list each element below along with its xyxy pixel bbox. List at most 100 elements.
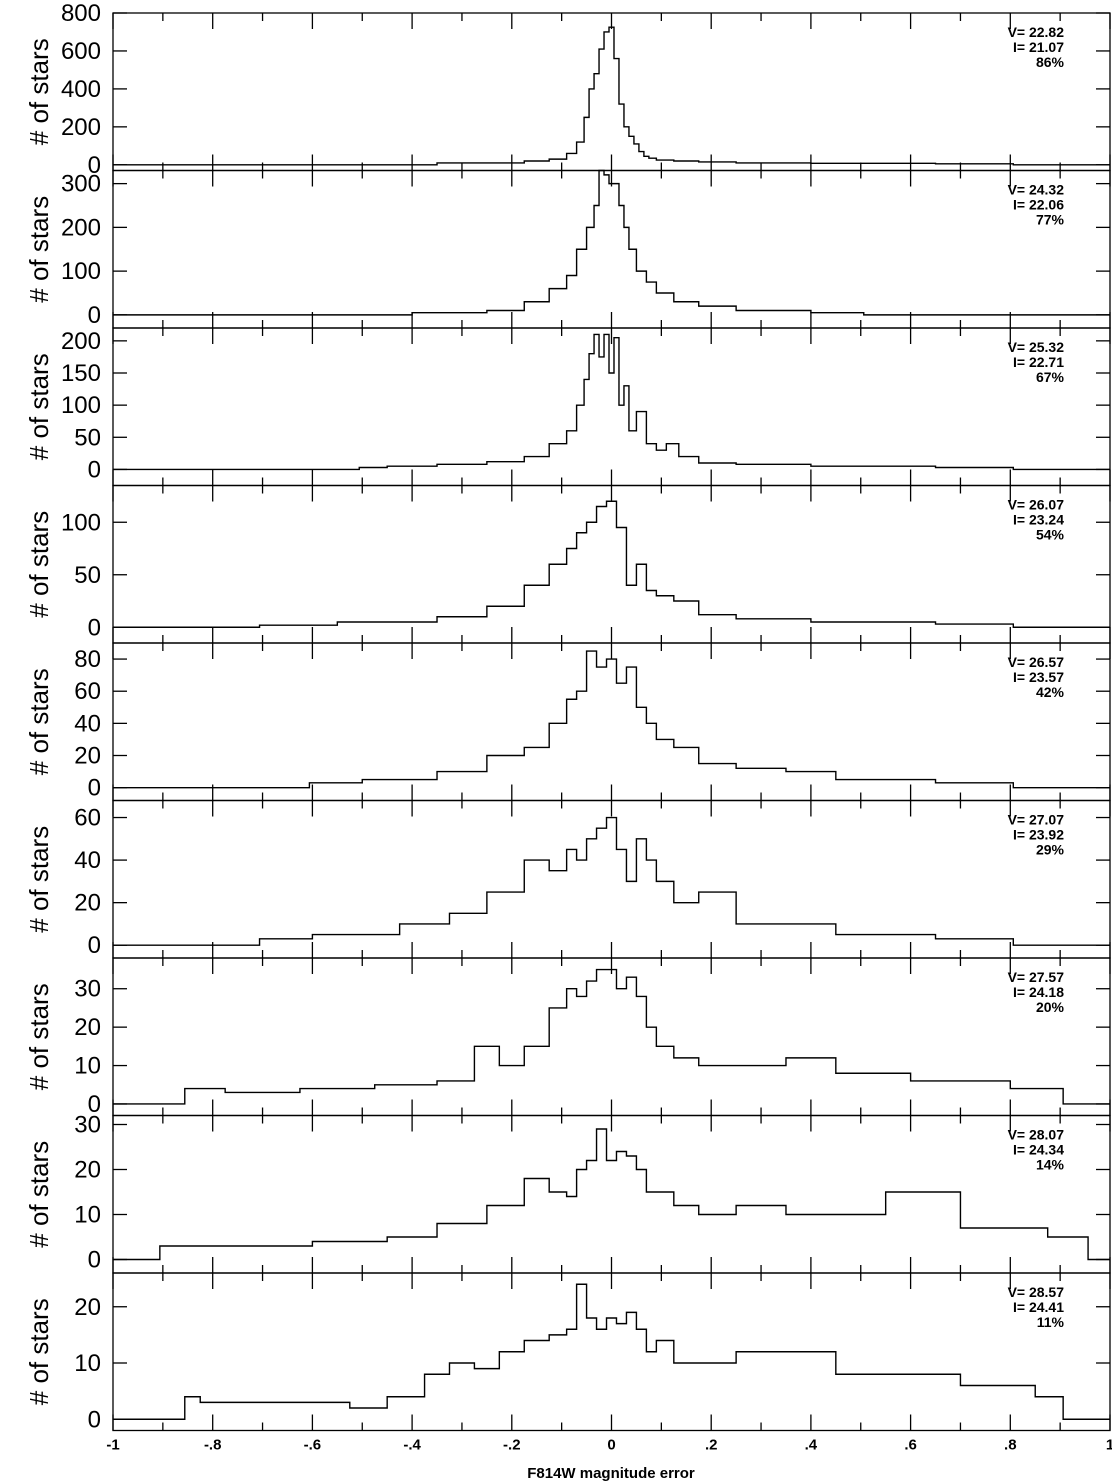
panel-annotation: V= 26.57 <box>1008 654 1065 670</box>
panel-annotation: 54% <box>1036 527 1065 543</box>
y-tick-label: 60 <box>74 678 101 705</box>
y-tick-label: 50 <box>74 562 101 589</box>
x-tick-label: -.4 <box>403 1437 421 1454</box>
y-tick-label: 300 <box>61 171 101 198</box>
panel-annotation: I= 23.92 <box>1013 827 1064 843</box>
histogram-panel: 0 200 400 600 800 # of stars V= 22.82I= 21.078… <box>24 0 1111 179</box>
y-tick-label: 0 <box>88 614 101 641</box>
y-tick-label: 150 <box>61 360 101 387</box>
y-tick-label: 200 <box>61 114 101 141</box>
y-tick-label: 20 <box>74 743 101 770</box>
y-tick-label: 60 <box>74 805 101 832</box>
histogram-series <box>113 650 1110 789</box>
panel-annotation: 14% <box>1036 1157 1065 1173</box>
histogram-series <box>113 169 1110 316</box>
y-tick-label: 800 <box>61 0 101 27</box>
panel-annotation: I= 22.06 <box>1013 197 1064 213</box>
panel-frame <box>112 642 1111 802</box>
panel-annotation: 67% <box>1036 369 1065 385</box>
histogram-panel: 0 50 100 150 200 # of stars V= 25.32I= 22.7167… <box>24 327 1111 487</box>
y-tick-label: 0 <box>88 456 101 483</box>
x-tick-label: .8 <box>1004 1437 1017 1454</box>
y-axis-title: # of stars <box>24 353 54 460</box>
y-tick-label: 80 <box>74 646 101 673</box>
x-tick-label: -1 <box>106 1437 119 1454</box>
y-tick-label: 50 <box>74 424 101 451</box>
y-tick-label: 0 <box>88 775 101 802</box>
panel-annotation: I= 24.18 <box>1013 984 1064 1000</box>
y-axis-title: # of stars <box>24 983 54 1090</box>
x-tick-label: 0 <box>607 1437 615 1454</box>
panel-annotation: V= 28.07 <box>1008 1127 1065 1143</box>
panel-annotation: 86% <box>1036 54 1065 70</box>
histogram-series <box>113 500 1110 628</box>
y-tick-label: 30 <box>74 976 101 1003</box>
panel-frame <box>112 1272 1111 1432</box>
panel-annotation: V= 26.07 <box>1008 497 1065 513</box>
y-tick-label: 20 <box>74 890 101 917</box>
y-tick-label: 20 <box>74 1294 101 1321</box>
y-tick-label: 100 <box>61 509 101 536</box>
panel-annotation: V= 25.32 <box>1008 339 1065 355</box>
x-tick-label: -.2 <box>503 1437 521 1454</box>
y-tick-label: 200 <box>61 214 101 241</box>
y-tick-label: 400 <box>61 76 101 103</box>
y-tick-label: 10 <box>74 1053 101 1080</box>
y-tick-label: 0 <box>88 1406 101 1433</box>
y-axis-title: # of stars <box>24 511 54 618</box>
histogram-series <box>113 968 1110 1105</box>
panel-frame <box>112 169 1111 329</box>
panel-frame <box>112 327 1111 487</box>
panel-annotation: V= 27.57 <box>1008 969 1065 985</box>
y-tick-label: 100 <box>61 258 101 285</box>
panel-annotation: 29% <box>1036 842 1065 858</box>
panel-annotation: I= 23.57 <box>1013 669 1064 685</box>
x-tick-label: 1 <box>1106 1437 1112 1454</box>
y-tick-label: 40 <box>74 710 101 737</box>
panel-annotation: I= 23.24 <box>1013 512 1064 528</box>
histogram-series <box>113 816 1110 946</box>
y-tick-label: 30 <box>74 1112 101 1139</box>
panel-annotation: V= 28.57 <box>1008 1284 1065 1300</box>
histogram-series <box>113 26 1110 166</box>
y-tick-label: 0 <box>88 1247 101 1274</box>
y-tick-label: 100 <box>61 392 101 419</box>
panel-annotation: V= 24.32 <box>1008 182 1065 198</box>
x-tick-label: .4 <box>805 1437 818 1454</box>
panel-annotation: I= 24.41 <box>1013 1299 1064 1315</box>
histogram-series <box>113 1128 1110 1261</box>
y-tick-label: 40 <box>74 847 101 874</box>
x-tick-label: -.8 <box>204 1437 222 1454</box>
y-axis-title: # of stars <box>24 196 54 303</box>
histogram-series <box>113 333 1110 471</box>
panel-annotation: V= 27.07 <box>1008 812 1065 828</box>
panel-annotation: V= 22.82 <box>1008 24 1065 40</box>
y-tick-label: 10 <box>74 1202 101 1229</box>
y-axis-title: # of stars <box>24 826 54 933</box>
x-tick-label: -.6 <box>304 1437 322 1454</box>
y-tick-label: 0 <box>88 302 101 329</box>
panel-annotation: 77% <box>1036 212 1065 228</box>
y-tick-label: 10 <box>74 1350 101 1377</box>
panel-annotation: 20% <box>1036 999 1065 1015</box>
y-axis-title: # of stars <box>24 38 54 145</box>
panel-annotation: 42% <box>1036 684 1065 700</box>
y-axis-title: # of stars <box>24 1141 54 1248</box>
x-tick-label: .2 <box>705 1437 718 1454</box>
panel-annotation: I= 21.07 <box>1013 39 1064 55</box>
panel-annotation: 11% <box>1037 1314 1065 1330</box>
y-tick-label: 20 <box>74 1157 101 1184</box>
x-tick-label: .6 <box>904 1437 917 1454</box>
panel-frame <box>112 484 1111 644</box>
panel-annotation: I= 22.71 <box>1013 354 1064 370</box>
y-axis-title: # of stars <box>24 1298 54 1405</box>
y-tick-label: 20 <box>74 1014 101 1041</box>
y-tick-label: 0 <box>88 932 101 959</box>
